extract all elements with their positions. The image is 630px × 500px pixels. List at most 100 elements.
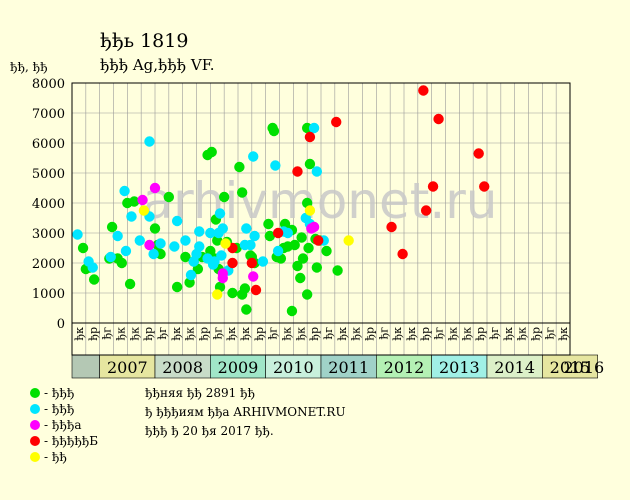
data-point xyxy=(241,223,252,234)
legend-label: - ђђђа xyxy=(44,418,82,432)
data-point xyxy=(479,181,490,192)
data-point xyxy=(227,287,238,299)
data-point xyxy=(163,191,175,203)
data-point xyxy=(420,205,432,216)
data-point xyxy=(124,278,136,290)
legend-item: - ђђђ xyxy=(30,386,74,400)
data-point xyxy=(171,281,183,293)
data-point xyxy=(194,241,205,252)
year-label: 2010 xyxy=(273,358,314,377)
quarter-label: ђр xyxy=(529,327,542,341)
data-point xyxy=(311,262,323,273)
data-point xyxy=(171,215,183,227)
axes xyxy=(71,82,571,356)
data-point xyxy=(220,238,231,249)
quarter-label: ђк xyxy=(350,327,363,341)
info-line: ђђђ ђ 20 ђя 2017 ђђ. xyxy=(145,424,274,438)
legend-label: - ђђ xyxy=(44,450,67,464)
quarter-label: ђр xyxy=(142,327,155,341)
y-tick-label: 6000 xyxy=(32,137,65,152)
data-point xyxy=(180,251,191,263)
quarter-label: ђк xyxy=(128,327,141,341)
quarter-label: ђк xyxy=(239,327,252,341)
legend-marker xyxy=(30,420,40,430)
quarter-label: ђр xyxy=(308,327,321,341)
quarter-label: ђк xyxy=(294,327,307,341)
quarter-label: ђк xyxy=(114,327,127,341)
data-point xyxy=(169,241,180,252)
year-label: 2007 xyxy=(107,358,148,377)
data-point xyxy=(268,125,280,137)
data-point xyxy=(282,227,293,239)
data-point xyxy=(218,191,230,203)
data-point xyxy=(144,136,155,147)
quarter-label: ђг xyxy=(211,327,224,340)
watermark-group: arhivmonet.ru xyxy=(143,172,498,230)
year-label: 2015 xyxy=(550,358,591,377)
quarter-label: ђк xyxy=(460,327,473,341)
year-label: 2009 xyxy=(218,358,259,377)
data-point xyxy=(112,230,123,242)
legend-item: - ђђђ xyxy=(30,402,74,416)
quarter-label: ђг xyxy=(488,327,501,340)
data-point xyxy=(292,166,303,177)
data-point xyxy=(321,245,332,257)
year-label: 2013 xyxy=(439,358,480,377)
legend-marker xyxy=(30,452,40,462)
data-point xyxy=(264,230,276,242)
legend-item: - ђђђђђБ xyxy=(30,434,98,448)
data-point xyxy=(217,223,228,234)
data-point xyxy=(217,268,228,279)
quarter-label: ђк xyxy=(391,327,404,341)
quarter-label: ђг xyxy=(377,327,390,340)
data-point xyxy=(144,239,155,251)
data-point xyxy=(246,257,258,269)
quarter-label: ђк xyxy=(557,327,570,341)
data-point xyxy=(433,113,444,125)
data-point xyxy=(212,289,223,300)
data-point xyxy=(245,239,256,251)
data-point xyxy=(257,256,269,267)
data-point xyxy=(185,269,197,281)
y-tick-label: 2000 xyxy=(32,257,65,272)
quarter-label: ђг xyxy=(543,327,556,340)
y-tick-labels: 0 1000 2000 3000 4000 5000 6000 7000 8000 xyxy=(32,77,65,332)
plot-border xyxy=(71,82,571,356)
legend-label: - ђђђђђБ xyxy=(44,434,99,448)
data-point xyxy=(72,229,83,240)
data-point xyxy=(343,235,354,246)
data-point xyxy=(263,218,274,230)
year-label: 2011 xyxy=(328,358,369,377)
data-point xyxy=(304,205,316,216)
quarter-label: ђр xyxy=(419,327,432,341)
y-tick-label: 1000 xyxy=(32,287,65,302)
legend-marker xyxy=(30,388,40,398)
data-point xyxy=(88,274,100,285)
data-point xyxy=(216,250,227,261)
data-point xyxy=(397,248,408,260)
data-point xyxy=(332,265,343,276)
legend-marker xyxy=(30,404,40,414)
quarter-label: ђг xyxy=(156,327,169,340)
data-point xyxy=(149,182,161,194)
y-tick-label: 8000 xyxy=(32,77,65,92)
data-point xyxy=(126,211,137,222)
year-label: 2012 xyxy=(384,358,425,377)
data-point xyxy=(272,245,284,257)
data-point xyxy=(272,227,284,239)
y-axis-label: ђђ, ђђ xyxy=(10,60,48,74)
info-line: ђ ђђђиям ђђа ARHIVMONET.RU xyxy=(145,405,346,419)
data-point xyxy=(270,160,281,171)
data-point xyxy=(313,235,324,246)
y-tick-label: 4000 xyxy=(32,197,65,212)
quarter-label: ђг xyxy=(101,327,114,340)
data-point xyxy=(386,221,397,233)
data-point xyxy=(106,221,118,233)
data-point xyxy=(134,235,145,246)
data-point xyxy=(473,148,484,159)
data-point xyxy=(286,305,298,317)
quarter-label: ђк xyxy=(170,327,183,341)
quarter-label: ђк xyxy=(446,327,459,341)
